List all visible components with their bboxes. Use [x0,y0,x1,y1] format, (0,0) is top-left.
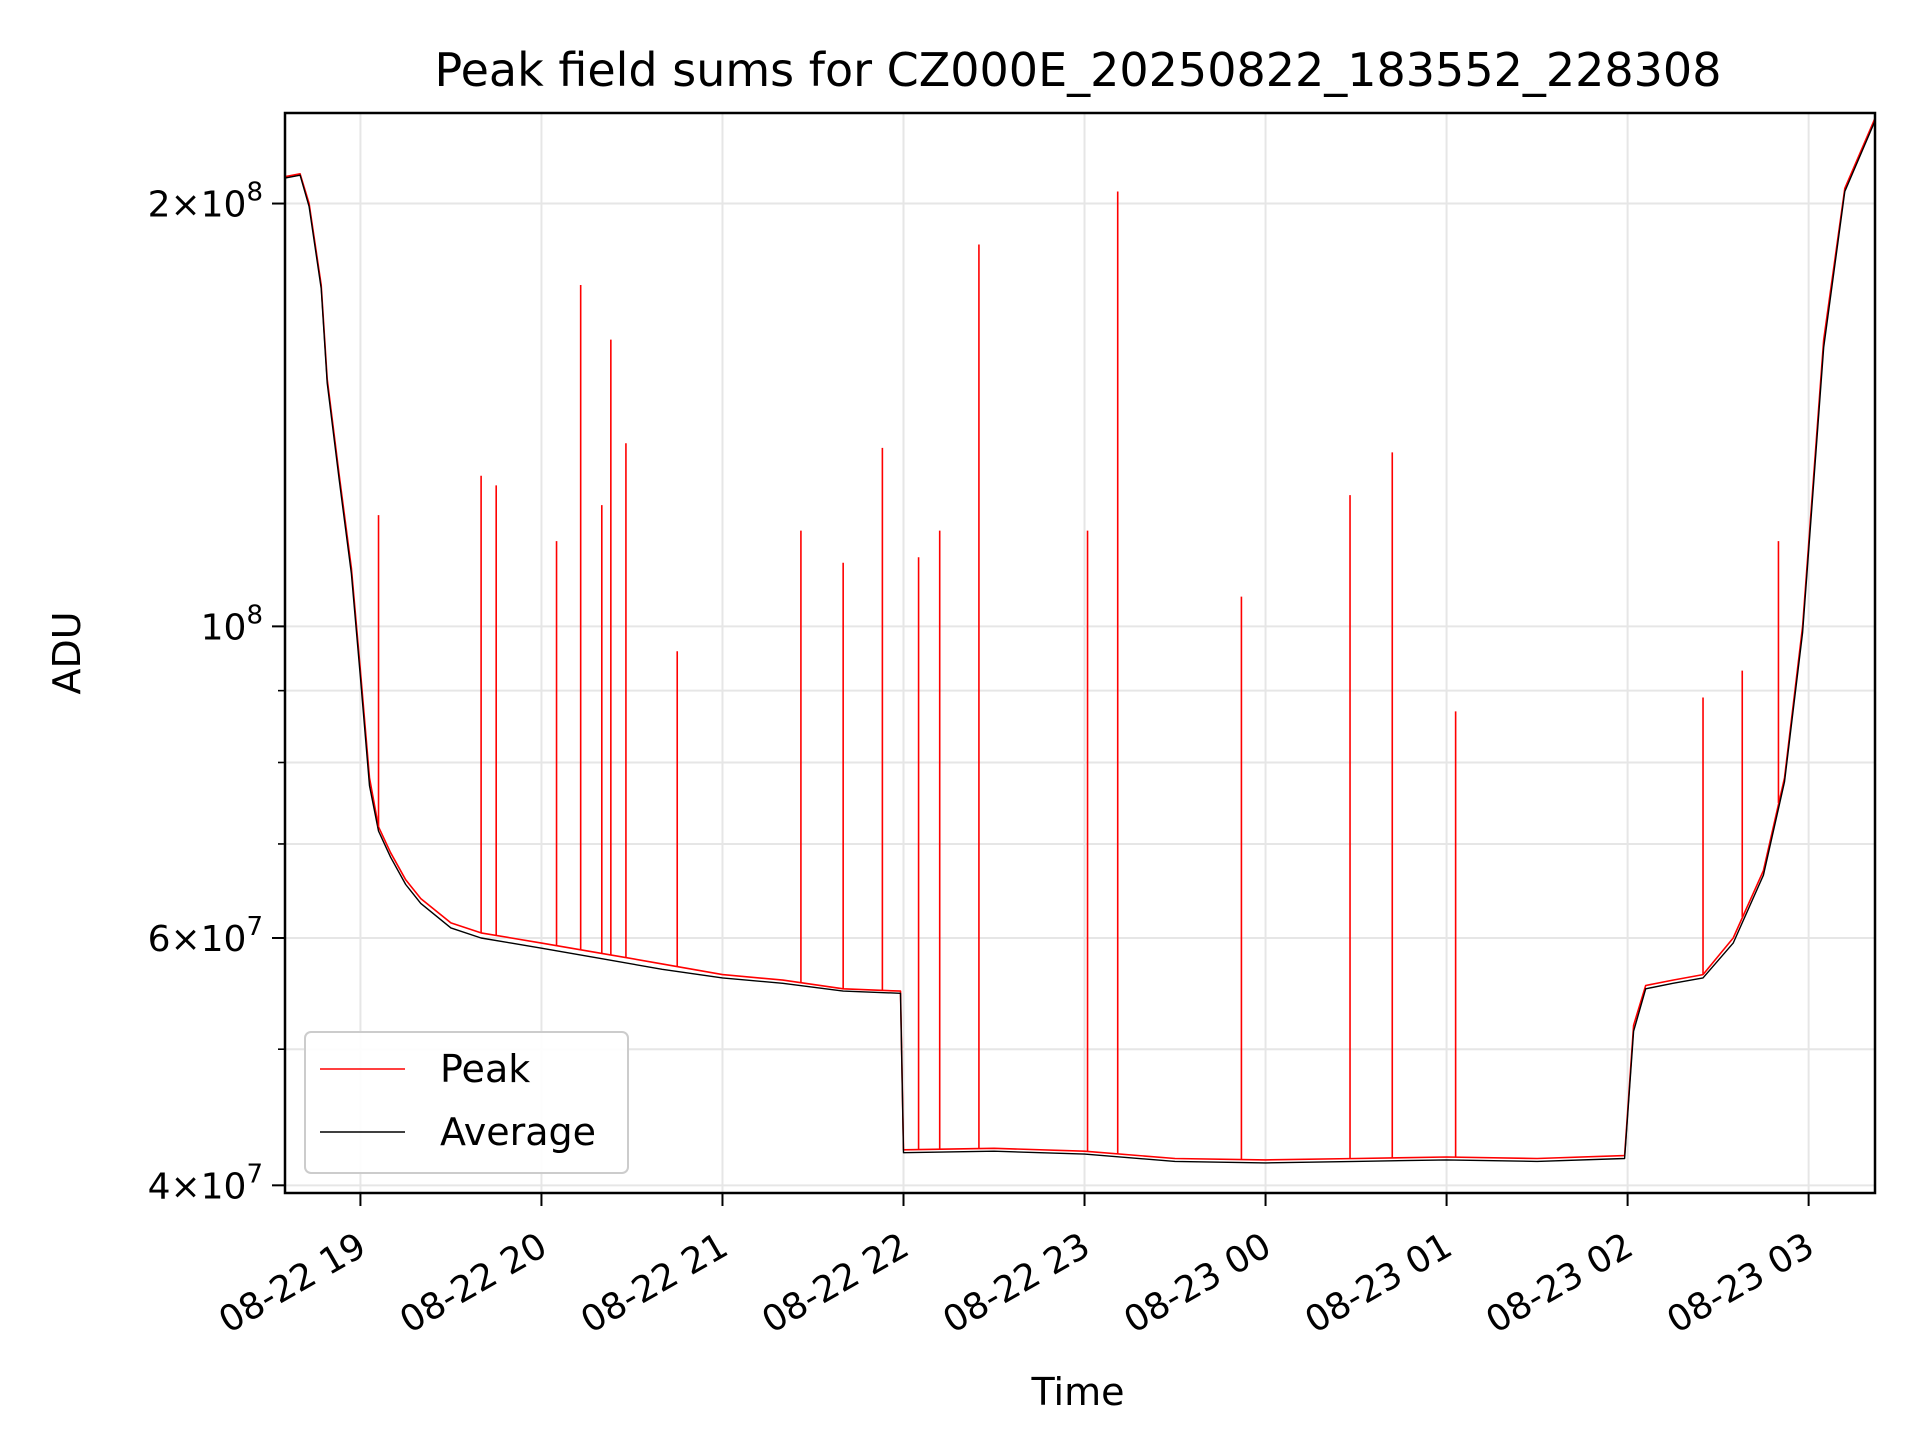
y-tick-label: 4×107 [148,1159,263,1207]
x-axis-label: Time [1031,1370,1125,1414]
spike-layer [377,191,1780,1160]
y-axis-label: ADU [45,611,89,694]
series-line-average [284,120,1876,1164]
y-tick-label: 6×107 [148,912,263,960]
plot-frame [283,111,1877,1195]
y-tick-label: 108 [201,600,263,648]
legend-box [304,1031,629,1174]
legend-label-peak: Peak [440,1047,530,1091]
legend-label-average: Average [440,1110,596,1154]
y-axis: 4×107 6×107 108 2×108 [148,178,285,1207]
chart-title: Peak field sums for CZ000E_20250822_1835… [435,43,1722,97]
legend: Peak Average [304,1031,629,1174]
y-tick-label: 2×108 [148,178,263,226]
gridlines [285,113,1875,1193]
